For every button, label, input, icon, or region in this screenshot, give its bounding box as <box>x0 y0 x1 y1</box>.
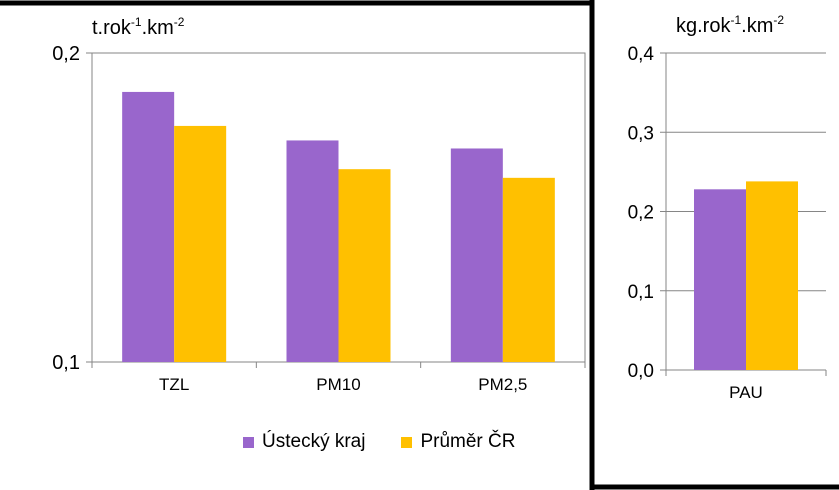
y-tick-label: 0,2 <box>628 203 654 224</box>
unit-mid: .km <box>741 15 773 37</box>
bar-ustecky-kraj-tzl <box>122 91 175 363</box>
legend-swatch-series1 <box>243 436 254 448</box>
x-tick-label: PM2,5 <box>478 375 527 394</box>
y-tick-label: 0,0 <box>628 361 654 382</box>
bar-prumer-cr-pm25 <box>502 177 555 362</box>
legend-swatch-series2 <box>401 436 413 448</box>
unit-base: t.rok <box>92 17 132 39</box>
bar-prumer-cr-pm10 <box>338 169 391 362</box>
y-tick-label: 0,1 <box>52 352 80 374</box>
unit-exp2: -2 <box>174 15 185 29</box>
bar-prumer-cr-tzl <box>174 125 227 362</box>
unit-label-left: t.rok-1.km-2 <box>92 15 185 39</box>
unit-exp2: -2 <box>773 13 784 27</box>
y-tick-label: 0,4 <box>628 44 655 65</box>
bar-ustecky-kraj-pm25 <box>450 148 503 362</box>
y-tick-label: 0,3 <box>628 123 654 144</box>
chart-right: 0,0 0,1 0,2 0,3 0,4 PAU <box>628 44 827 402</box>
x-tick-label: TZL <box>159 375 189 394</box>
legend-label-series2: Průměr ČR <box>420 431 516 452</box>
x-tick-label: PM10 <box>316 375 360 394</box>
unit-exp1: -1 <box>730 13 741 27</box>
legend-item-prumer: Průměr ČR <box>401 431 515 453</box>
unit-base: kg.rok <box>676 15 731 37</box>
y-tick-label: 0,2 <box>52 43 80 65</box>
y-tick-label: 0,1 <box>628 282 654 303</box>
unit-exp1: -1 <box>131 15 142 29</box>
chart-left: 0,1 0,2 TZL PM10 PM2,5 <box>52 43 586 394</box>
unit-mid: .km <box>142 17 174 39</box>
bar-ustecky-kraj-pau <box>694 189 746 370</box>
legend: Ústecký kraj Průměr ČR <box>243 429 515 455</box>
x-tick-label: PAU <box>729 383 763 402</box>
bar-ustecky-kraj-pm10 <box>286 140 339 362</box>
legend-label-series1: Ústecký kraj <box>262 431 366 452</box>
unit-label-right: kg.rok-1.km-2 <box>676 13 784 37</box>
bar-prumer-cr-pau <box>746 181 798 370</box>
legend-item-ustecky: Ústecký kraj <box>243 431 365 453</box>
